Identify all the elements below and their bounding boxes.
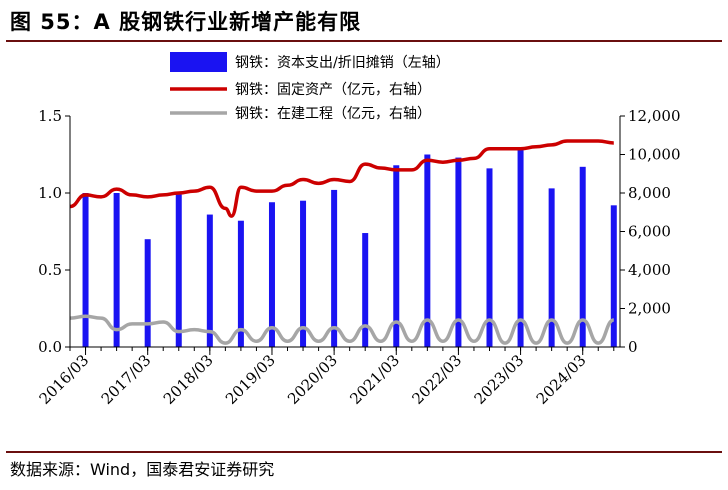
- x-tick-label: 2018/03: [160, 351, 217, 408]
- chart: 钢铁：资本支出/折旧摊销（左轴） 钢铁：固定资产（亿元，右轴） 钢铁：在建工程（亿元…: [36, 52, 681, 408]
- footer-rule: [6, 451, 722, 453]
- bar: [579, 166, 586, 347]
- bar: [82, 193, 89, 347]
- left-tick-label: 1.5: [38, 107, 62, 125]
- x-tick-label: 2022/03: [408, 351, 465, 408]
- legend-label: 钢铁：固定资产（亿元，右轴）: [235, 82, 431, 98]
- legend: 钢铁：资本支出/折旧摊销（左轴） 钢铁：固定资产（亿元，右轴） 钢铁：在建工程（亿元…: [170, 52, 450, 122]
- construction-line: [69, 314, 615, 345]
- figure-title: 图 55：A 股钢铁行业新增产能有限: [10, 10, 362, 34]
- line-series: [69, 139, 615, 345]
- bar: [486, 168, 493, 347]
- title-underline: [6, 40, 722, 42]
- right-tick-label: 2,000: [628, 300, 671, 318]
- bar: [610, 205, 617, 347]
- x-tick-label: 2020/03: [284, 351, 341, 408]
- x-tick-label: 2019/03: [222, 351, 279, 408]
- right-tick-label: 6,000: [628, 223, 671, 241]
- bar: [548, 188, 555, 347]
- x-tick-label: 2024/03: [533, 351, 590, 408]
- legend-swatch-bars: [170, 52, 227, 72]
- right-tick-label: 4,000: [628, 261, 671, 279]
- bar: [362, 233, 369, 347]
- bar: [113, 193, 120, 347]
- bar: [455, 157, 462, 347]
- legend-label: 钢铁：资本支出/折旧摊销（左轴）: [235, 55, 450, 71]
- fixed-assets-line: [69, 139, 614, 218]
- bar: [237, 220, 244, 347]
- left-tick-label: 0.0: [38, 338, 62, 356]
- right-tick-label: 8,000: [628, 184, 671, 202]
- bar: [206, 214, 213, 347]
- bar: [144, 239, 151, 347]
- legend-label: 钢铁：在建工程（亿元，右轴）: [235, 106, 431, 122]
- bar: [175, 194, 182, 347]
- bar: [331, 189, 338, 347]
- bar: [393, 165, 400, 347]
- x-tick-label: 2016/03: [36, 351, 93, 408]
- bar: [268, 202, 275, 347]
- bar: [424, 154, 431, 347]
- right-tick-label: 12,000: [628, 107, 681, 125]
- right-tick-label: 10,000: [628, 146, 681, 164]
- right-tick-label: 0: [628, 338, 638, 356]
- x-tick-label: 2021/03: [346, 351, 403, 408]
- bar: [300, 200, 307, 347]
- left-tick-label: 1.0: [38, 184, 62, 202]
- x-tick-label: 2017/03: [98, 351, 155, 408]
- left-tick-label: 0.5: [38, 261, 62, 279]
- x-tick-label: 2023/03: [471, 351, 528, 408]
- bar: [517, 149, 524, 347]
- bar-series: [82, 149, 617, 347]
- source-note: 数据来源：Wind，国泰君安证券研究: [10, 460, 275, 479]
